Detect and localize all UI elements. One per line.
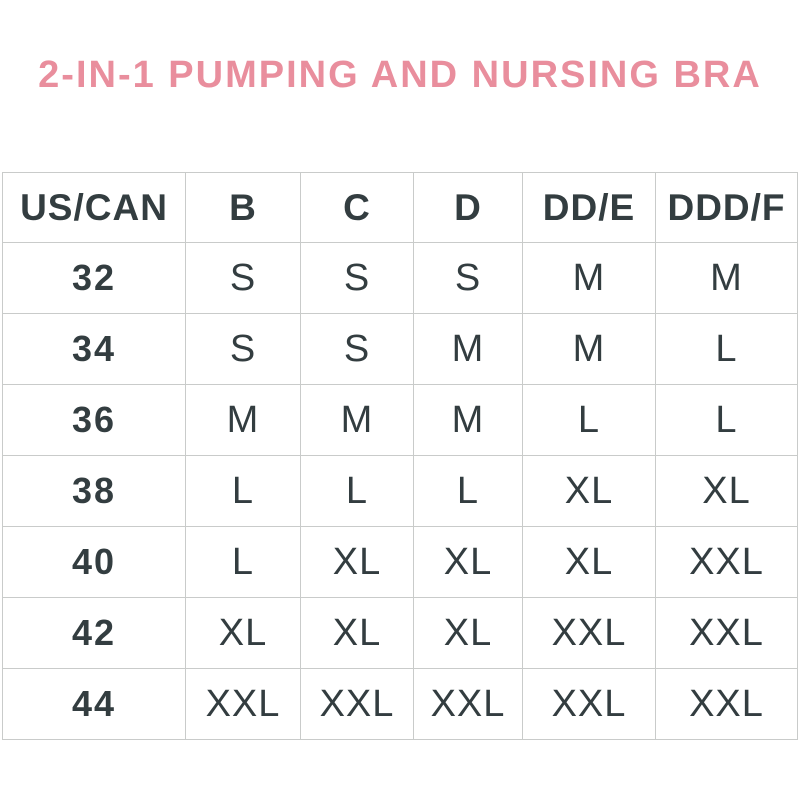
table-row-38: 38 L L L XL XL xyxy=(2,455,798,527)
size-cell: XL xyxy=(655,455,798,527)
size-cell: L xyxy=(655,313,798,385)
table-row-36: 36 M M M L L xyxy=(2,384,798,456)
column-header-d: D xyxy=(413,172,523,243)
page-title: 2-IN-1 PUMPING AND NURSING BRA xyxy=(38,54,762,96)
size-cell: M xyxy=(522,313,656,385)
size-chart-table: US/CAN B C D DD/E DDD/F 32 S S S M M 34 … xyxy=(2,172,798,740)
size-cell: L xyxy=(522,384,656,456)
size-cell: S xyxy=(185,313,301,385)
size-cell: S xyxy=(300,313,414,385)
size-cell: L xyxy=(185,526,301,598)
table-row-42: 42 XL XL XL XXL XXL xyxy=(2,597,798,669)
size-cell: XXL xyxy=(522,597,656,669)
size-cell: M xyxy=(522,242,656,314)
band-size-cell: 36 xyxy=(2,384,186,456)
table-row-34: 34 S S M M L xyxy=(2,313,798,385)
size-cell: M xyxy=(413,313,523,385)
band-size-cell: 34 xyxy=(2,313,186,385)
size-cell: M xyxy=(413,384,523,456)
header-row: US/CAN B C D DD/E DDD/F xyxy=(2,172,798,243)
column-header-b: B xyxy=(185,172,301,243)
size-cell: XXL xyxy=(185,668,301,740)
size-cell: XL xyxy=(300,526,414,598)
band-size-cell: 44 xyxy=(2,668,186,740)
column-header-dd-e: DD/E xyxy=(522,172,656,243)
size-cell: L xyxy=(413,455,523,527)
size-cell: S xyxy=(185,242,301,314)
size-cell: XXL xyxy=(655,526,798,598)
size-cell: XXL xyxy=(522,668,656,740)
column-header-ddd-f: DDD/F xyxy=(655,172,798,243)
column-header-c: C xyxy=(300,172,414,243)
size-cell: M xyxy=(300,384,414,456)
column-header-us-can: US/CAN xyxy=(2,172,186,243)
size-cell: XL xyxy=(413,597,523,669)
table-header: US/CAN B C D DD/E DDD/F xyxy=(2,172,798,243)
size-cell: XL xyxy=(185,597,301,669)
size-cell: XL xyxy=(300,597,414,669)
size-cell: M xyxy=(655,242,798,314)
size-cell: M xyxy=(185,384,301,456)
table-body: 32 S S S M M 34 S S M M L 36 M M M L L 3… xyxy=(2,242,798,740)
size-cell: L xyxy=(185,455,301,527)
table-row-32: 32 S S S M M xyxy=(2,242,798,314)
band-size-cell: 42 xyxy=(2,597,186,669)
band-size-cell: 40 xyxy=(2,526,186,598)
table-row-40: 40 L XL XL XL XXL xyxy=(2,526,798,598)
size-cell: XXL xyxy=(655,668,798,740)
size-cell: XL xyxy=(522,455,656,527)
size-cell: XXL xyxy=(655,597,798,669)
size-cell: S xyxy=(300,242,414,314)
size-cell: XXL xyxy=(413,668,523,740)
size-cell: XXL xyxy=(300,668,414,740)
size-cell: S xyxy=(413,242,523,314)
page-header: 2-IN-1 PUMPING AND NURSING BRA xyxy=(0,0,800,98)
size-cell: XL xyxy=(522,526,656,598)
size-cell: L xyxy=(300,455,414,527)
band-size-cell: 38 xyxy=(2,455,186,527)
size-cell: L xyxy=(655,384,798,456)
band-size-cell: 32 xyxy=(2,242,186,314)
table-row-44: 44 XXL XXL XXL XXL XXL xyxy=(2,668,798,740)
size-cell: XL xyxy=(413,526,523,598)
